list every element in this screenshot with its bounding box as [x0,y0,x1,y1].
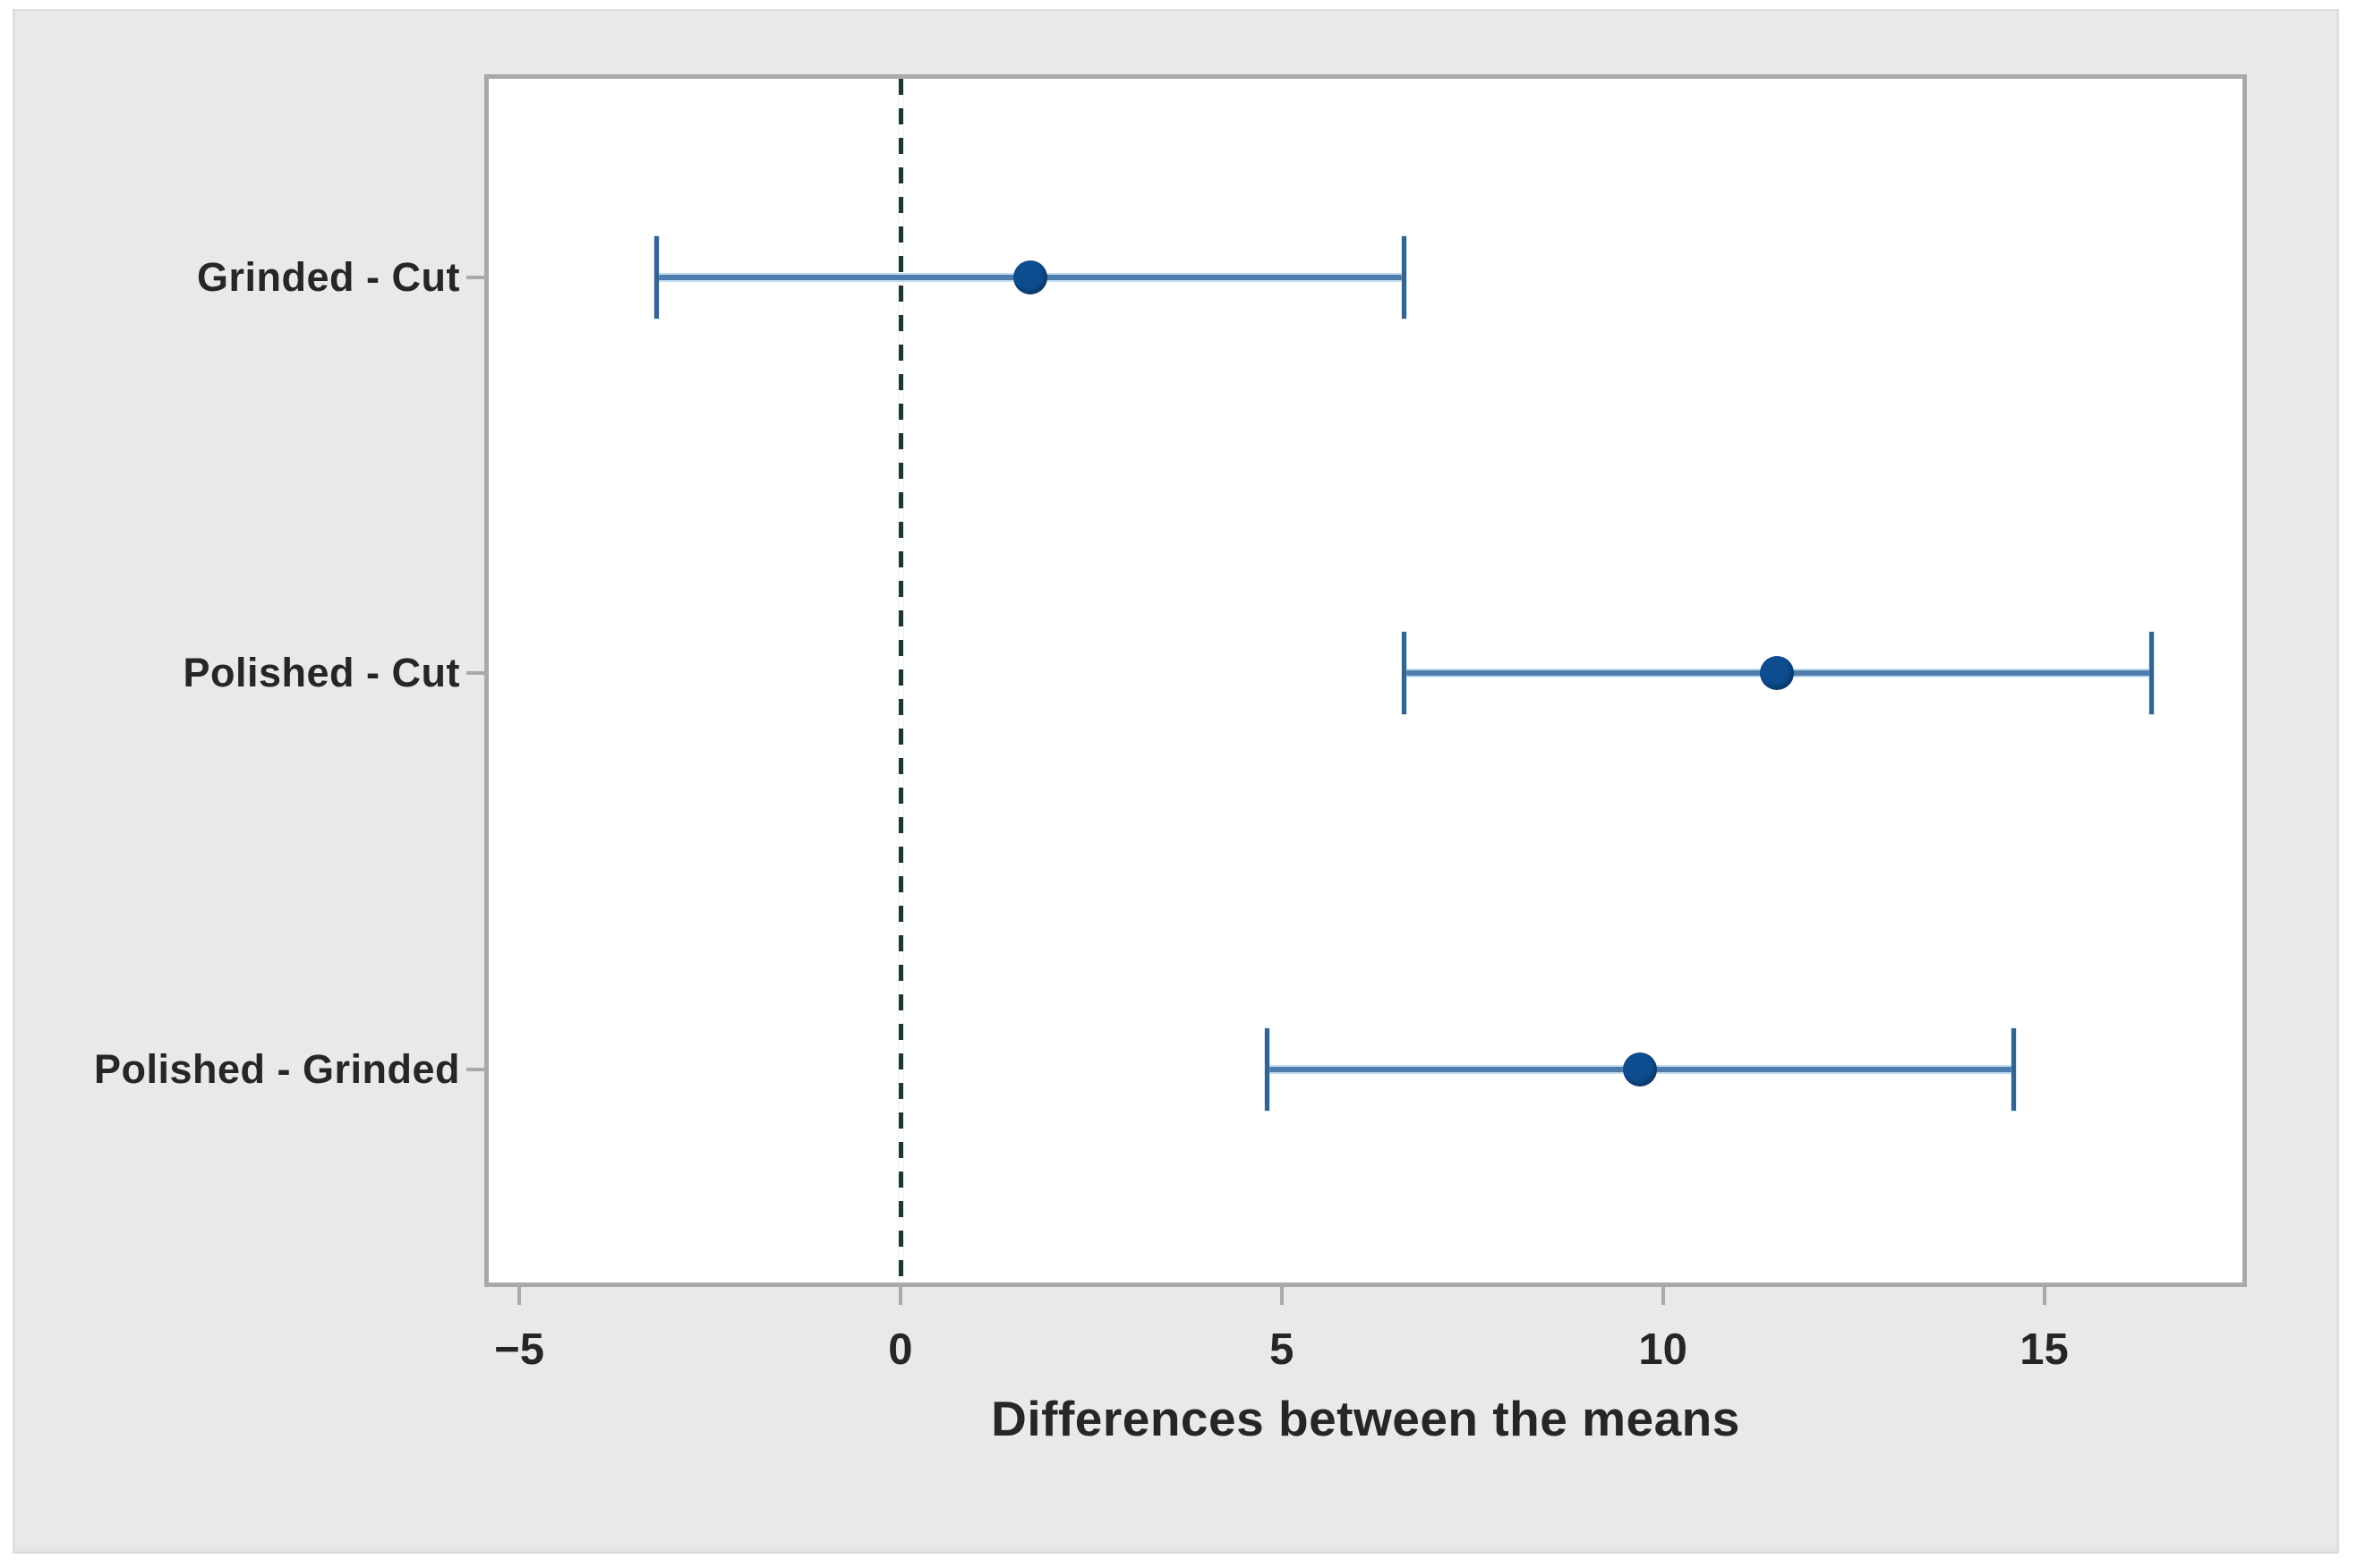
y-category-label: Polished - Cut [183,650,460,696]
ci-cap-lower [1402,632,1407,715]
ci-cap-lower [654,235,660,319]
x-axis-tick [2042,1287,2046,1305]
ci-cap-upper [2011,1027,2017,1111]
plot-area: Differences between the means Grinded - … [94,74,2247,1446]
x-axis-title: Differences between the means [991,1391,1740,1446]
y-axis-tick [466,1067,484,1071]
y-axis-tick [466,671,484,676]
ci-cap-lower [1264,1027,1269,1111]
x-tick-label: 0 [888,1325,913,1374]
x-tick-label: 15 [2020,1325,2069,1374]
x-axis-tick [517,1287,522,1305]
x-axis-tick [1661,1287,1665,1305]
x-axis-tick [898,1287,902,1305]
mean-marker [1760,656,1795,691]
ci-cap-upper [1402,235,1407,319]
x-tick-label: 10 [1638,1325,1687,1374]
mean-marker [1012,260,1047,294]
y-category-label: Grinded - Cut [197,253,460,300]
x-axis-tick [1279,1287,1284,1305]
mean-marker [1623,1052,1658,1087]
ci-cap-upper [2148,632,2154,715]
y-axis-tick [466,275,484,279]
plot-panel: Differences between the means Grinded - … [13,9,2339,1554]
x-tick-label: −5 [494,1325,545,1374]
x-tick-label: 5 [1269,1325,1294,1374]
y-category-label: Polished - Grinded [93,1045,460,1092]
zero-reference-line [898,79,903,1283]
